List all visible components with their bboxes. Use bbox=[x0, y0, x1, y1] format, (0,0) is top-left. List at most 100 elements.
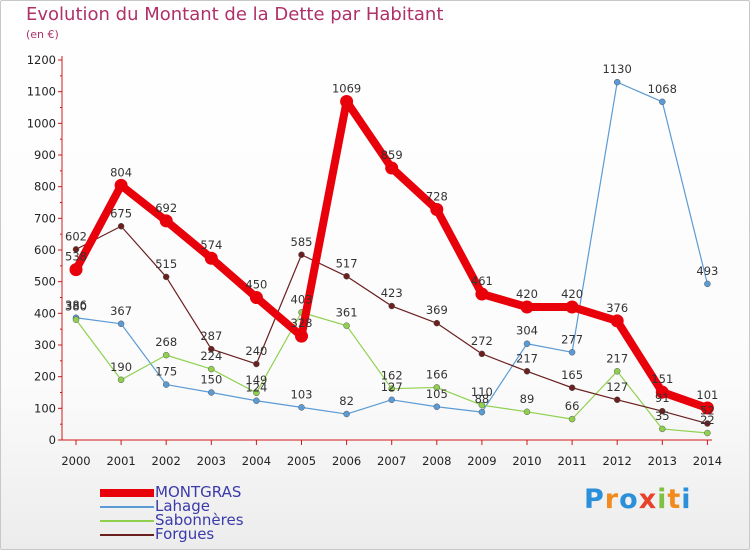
data-point-forgues bbox=[523, 368, 531, 375]
data-label: 728 bbox=[426, 189, 448, 203]
data-label: 217 bbox=[606, 351, 628, 365]
y-tick-label: 1000 bbox=[27, 116, 56, 130]
data-point-montgras bbox=[655, 385, 669, 399]
data-point-forgues bbox=[433, 319, 441, 327]
data-point-lahage bbox=[659, 98, 666, 106]
data-point-montgras bbox=[69, 263, 83, 277]
data-label: 88 bbox=[475, 392, 490, 406]
data-label: 585 bbox=[291, 235, 313, 249]
legend-swatch-montgras bbox=[100, 489, 154, 497]
legend-swatch-sabonneres bbox=[100, 520, 154, 522]
data-label: 124 bbox=[245, 381, 267, 395]
data-point-sabonnères bbox=[162, 351, 170, 359]
y-tick-label: 200 bbox=[34, 370, 56, 384]
data-label: 105 bbox=[426, 387, 448, 401]
data-point-sabonnères bbox=[433, 384, 441, 391]
data-point-sabonnères bbox=[659, 425, 666, 433]
data-point-lahage bbox=[433, 403, 441, 410]
data-point-forgues bbox=[162, 273, 170, 281]
logo-letter: i bbox=[657, 484, 668, 515]
data-point-lahage bbox=[162, 381, 170, 388]
data-label: 376 bbox=[606, 301, 628, 315]
x-tick-label: 2000 bbox=[61, 454, 90, 468]
logo-letter: t bbox=[667, 484, 682, 515]
x-tick-label: 2009 bbox=[467, 454, 496, 468]
data-label: 380 bbox=[65, 300, 87, 314]
x-tick-label: 2006 bbox=[332, 454, 361, 468]
data-label: 859 bbox=[381, 148, 403, 162]
data-label: 240 bbox=[245, 344, 267, 358]
data-point-lahage bbox=[388, 396, 395, 404]
data-label: 367 bbox=[110, 304, 132, 318]
legend-item-lahage: Lahage bbox=[100, 497, 340, 515]
data-point-montgras bbox=[204, 251, 218, 265]
x-tick-label: 2005 bbox=[287, 454, 316, 468]
data-label: 692 bbox=[155, 201, 177, 215]
data-point-sabonnères bbox=[208, 365, 215, 373]
data-label: 328 bbox=[291, 316, 313, 330]
data-label: 35 bbox=[655, 409, 670, 423]
data-label: 165 bbox=[561, 368, 583, 382]
data-label: 515 bbox=[155, 257, 177, 271]
data-point-forgues bbox=[208, 345, 215, 353]
legend: MONTGRAS Lahage Sabonnères Forgues bbox=[100, 483, 340, 543]
logo-letter: r bbox=[604, 484, 620, 515]
y-tick-label: 400 bbox=[34, 306, 56, 320]
data-point-sabonnères bbox=[253, 389, 260, 397]
legend-swatch-lahage bbox=[100, 506, 154, 508]
data-point-sabonnères bbox=[704, 429, 711, 437]
x-tick-label: 2002 bbox=[152, 454, 181, 468]
data-label: 150 bbox=[200, 373, 222, 387]
data-label: 1069 bbox=[332, 81, 361, 95]
y-tick-label: 500 bbox=[34, 275, 56, 289]
logo-letter: o bbox=[619, 484, 639, 515]
x-tick-label: 2004 bbox=[242, 454, 271, 468]
legend-item-sabonneres: Sabonnères bbox=[100, 511, 340, 529]
data-label: 287 bbox=[200, 329, 222, 343]
data-label: 217 bbox=[516, 351, 538, 365]
data-label: 538 bbox=[65, 250, 87, 264]
data-point-sabonnères bbox=[388, 385, 395, 392]
data-point-montgras bbox=[114, 178, 128, 192]
data-label: 82 bbox=[339, 394, 354, 408]
data-point-forgues bbox=[388, 302, 395, 310]
data-label: 461 bbox=[471, 274, 493, 288]
data-label: 420 bbox=[561, 287, 583, 301]
data-label: 224 bbox=[200, 349, 222, 363]
data-label: 1068 bbox=[648, 82, 677, 96]
data-label: 268 bbox=[155, 335, 177, 349]
data-label: 420 bbox=[516, 287, 538, 301]
data-label: 574 bbox=[200, 238, 222, 252]
x-tick-label: 2012 bbox=[603, 454, 632, 468]
data-label: 89 bbox=[520, 392, 535, 406]
data-point-forgues bbox=[117, 223, 125, 230]
legend-label-sabonneres: Sabonnères bbox=[155, 511, 244, 529]
legend-swatch-forgues bbox=[100, 534, 154, 536]
legend-label-montgras: MONTGRAS bbox=[155, 483, 242, 501]
data-point-lahage bbox=[704, 280, 711, 288]
legend-item-forgues: Forgues bbox=[100, 525, 340, 543]
data-point-sabonnères bbox=[117, 376, 125, 384]
data-label: 450 bbox=[245, 278, 267, 292]
data-label: 127 bbox=[381, 380, 403, 394]
data-label: 101 bbox=[696, 388, 718, 402]
y-tick-label: 800 bbox=[34, 180, 56, 194]
data-point-montgras bbox=[249, 291, 263, 304]
logo-letter: P bbox=[584, 484, 605, 515]
legend-label-forgues: Forgues bbox=[155, 525, 215, 543]
data-label: 493 bbox=[696, 264, 718, 278]
data-label: 403 bbox=[291, 292, 313, 306]
logo-letter: x bbox=[638, 484, 658, 515]
chart-subtitle: (en €) bbox=[26, 28, 59, 41]
chart-title: Evolution du Montant de la Dette par Hab… bbox=[26, 4, 444, 25]
x-tick-label: 2008 bbox=[422, 454, 451, 468]
data-point-forgues bbox=[253, 360, 260, 368]
data-label: 52 bbox=[700, 404, 715, 418]
x-tick-label: 2010 bbox=[512, 454, 541, 468]
legend-label-lahage: Lahage bbox=[155, 497, 210, 515]
data-point-montgras bbox=[565, 300, 579, 314]
data-point-sabonnères bbox=[523, 408, 531, 416]
y-tick-label: 700 bbox=[34, 211, 56, 225]
